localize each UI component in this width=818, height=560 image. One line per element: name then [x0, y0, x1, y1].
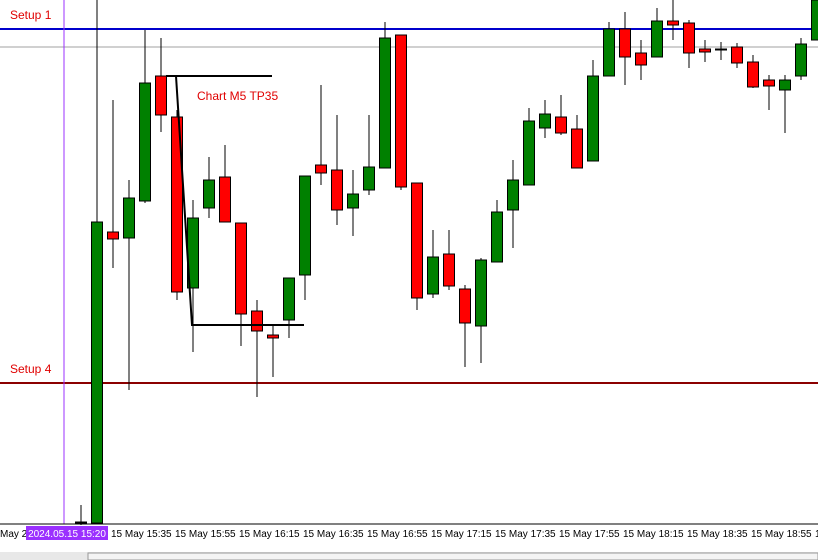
x-axis: May 2 2024.05.15 15:20 15 May 15:35 15 May … [0, 526, 818, 540]
x-tick-label: 15 May 16:55 [367, 529, 428, 540]
candle-body [427, 256, 439, 295]
annotation: Chart M5 TP35 [197, 89, 278, 103]
candle-body [715, 48, 727, 51]
candle-body [651, 20, 663, 58]
x-label-highlight [26, 526, 108, 540]
candle-body [91, 221, 103, 524]
candle-body [443, 253, 455, 287]
candle-body [619, 28, 631, 58]
candle-body [283, 277, 295, 321]
x-tick-label: 15 May 18:35 [687, 529, 748, 540]
x-tick-label: 15 May 18:15 [623, 529, 684, 540]
candle-body [299, 175, 311, 276]
candle-body [411, 182, 423, 299]
candle-body [635, 52, 647, 66]
candle-body [363, 166, 375, 191]
scrollbar-thumb [87, 552, 818, 560]
candle-body [331, 169, 343, 211]
level-label: Setup 4 [10, 362, 52, 376]
candle-body [491, 211, 503, 263]
x-tick-label: 15 May 16:15 [239, 529, 300, 540]
plot-area: Setup 1 Setup 4 [0, 0, 818, 525]
candle-body [379, 37, 391, 169]
candle-body [603, 28, 615, 77]
candle-body [763, 79, 775, 87]
drawing-line [175, 75, 304, 326]
candle-body [75, 521, 87, 524]
candle-body [587, 75, 599, 162]
candle-body [667, 20, 679, 26]
candle-body [683, 22, 695, 54]
candle-body [219, 176, 231, 223]
x-tick-label: 15 May 15:55 [175, 529, 236, 540]
x-tick-label: 1 [815, 529, 818, 540]
x-tick-label: May 2 [0, 529, 28, 540]
candle-body [779, 79, 791, 91]
candle-body [571, 128, 583, 169]
candle-body [475, 259, 487, 327]
x-tick-label: 15 May 18:55 [751, 529, 812, 540]
candle-body [139, 82, 151, 202]
candle-body [203, 179, 215, 209]
candle-body [459, 288, 471, 324]
x-tick-label: 15 May 15:35 [111, 529, 172, 540]
x-tick-label: 2024.05.15 15:20 [28, 529, 106, 540]
x-tick-label: 15 May 16:35 [303, 529, 364, 540]
candle-body [395, 34, 407, 188]
x-tick-label: 15 May 17:55 [559, 529, 620, 540]
candle-body [251, 310, 263, 332]
x-tick-label: 15 May 17:35 [495, 529, 556, 540]
candle-body [507, 179, 519, 211]
candle-body [795, 43, 807, 77]
level-label: Setup 1 [10, 8, 52, 22]
candle-body [123, 197, 135, 239]
candle-body [539, 113, 551, 129]
candle-body [523, 120, 535, 186]
candle-body [555, 116, 567, 134]
candle-body [155, 75, 167, 116]
candle-body [235, 222, 247, 315]
candle-body [171, 116, 183, 293]
candle-body [315, 164, 327, 174]
x-tick-label: 15 May 17:15 [431, 529, 492, 540]
candle-body [699, 48, 711, 53]
candle-body [107, 231, 119, 240]
candle-body [347, 193, 359, 209]
candle-body [811, 0, 818, 41]
candle-body [267, 334, 279, 339]
candle-body [747, 61, 759, 88]
candle-body [731, 46, 743, 64]
